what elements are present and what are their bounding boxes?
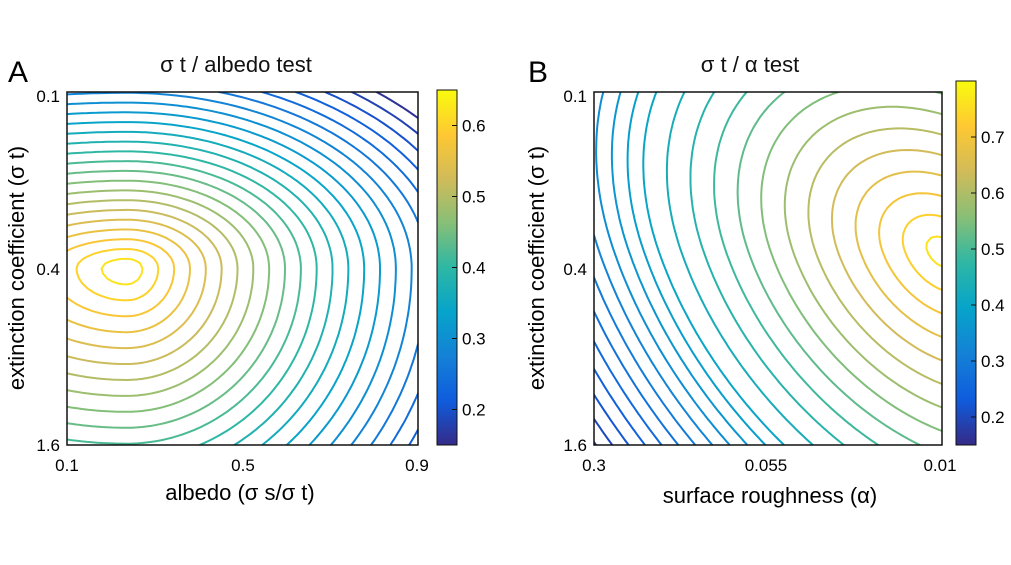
panel-b-plot-frame (593, 91, 943, 446)
panel-a-contour-line (75, 248, 160, 302)
panel-a-ylabel: extinction coefficient (σ t) (4, 146, 29, 390)
panel-a-xtick-2: 0.5 (231, 456, 255, 475)
panel-b-contour-line (831, 149, 942, 362)
panel-b-ylabel: extinction coefficient (σ t) (524, 146, 549, 390)
panel-a-contour-line (67, 150, 318, 445)
panel-b-contour-line (595, 92, 731, 445)
panel-a-ytick-2: 0.4 (36, 260, 60, 279)
panel-a-ytick-3: 1.6 (36, 436, 60, 455)
panel-b-ytick-3: 1.6 (563, 436, 587, 455)
panel-b-contour-line (594, 417, 614, 445)
panel-a-contour-line (67, 92, 413, 445)
panel-a-colorbar-tick-label: 0.4 (462, 259, 486, 278)
panel-b-title: σ t / α test (701, 52, 799, 77)
panel-a-colorbar-tick-label: 0.3 (462, 330, 486, 349)
panel-b-contour-line (854, 170, 942, 338)
panel-b-colorbar-tick-label: 0.5 (981, 240, 1005, 259)
panel-b-contour-line (760, 92, 942, 432)
panel-a-label: A (8, 56, 28, 89)
panel-a-contour-line (67, 218, 207, 350)
panel-a-contour-line (67, 208, 223, 365)
panel-b-colorbar-tick-label: 0.7 (981, 128, 1005, 147)
panel-a-colorbar-tick-label: 0.2 (462, 401, 486, 420)
panel-a-contours (67, 92, 418, 445)
panel-b-contour-line (594, 340, 663, 445)
panel-b-contour-line (878, 192, 942, 315)
panel-b-contour-line (807, 127, 942, 385)
panel-b-ytick-1: 0.1 (563, 87, 587, 106)
panel-b-contour-line (610, 92, 749, 445)
panel-a-contour-line (324, 92, 418, 152)
panel-b-xlabel: surface roughness (α) (663, 483, 877, 508)
panel-a-contour-line (375, 92, 418, 120)
panel-a-contour-line (67, 140, 334, 445)
panel-b-contour-line (642, 92, 785, 445)
panel-a-colorbar-tick-label: 0.6 (462, 117, 486, 136)
panel-a-xtick-3: 0.9 (405, 456, 429, 475)
panel-b-contour-line (783, 105, 942, 409)
panel-b-colorbar-tick-label: 0.6 (981, 184, 1005, 203)
panel-b-contour-line (901, 213, 942, 291)
panel-a-contour-line (67, 199, 239, 381)
panel-b-contour-line (626, 92, 767, 445)
panel-a-contour-line (67, 101, 397, 445)
panel-b: B σ t / α test 0.1 0.4 1.6 0.3 0.055 0.0… (524, 52, 1005, 508)
panel-a-colorbar-tick-label: 0.5 (462, 188, 486, 207)
panel-b-contour-line (689, 92, 845, 445)
panel-a-title: σ t / albedo test (160, 52, 312, 77)
panel-b-contour-line (713, 92, 880, 445)
panel-a-contour-line (67, 121, 366, 445)
panel-a-contour-line (67, 169, 286, 429)
panel-b-xtick-1: 0.3 (582, 456, 606, 475)
panel-a-contour-line (67, 111, 381, 445)
panel-b-contour-line (925, 235, 942, 268)
panel-b-contours (594, 92, 942, 445)
panel-b-contour-line (665, 92, 814, 445)
panel-a-colorbar-ticks: 0.2 0.3 0.4 0.5 0.6 (452, 117, 486, 420)
panel-a-contour-line (294, 92, 418, 445)
panel-a-contour-line (67, 238, 176, 318)
panel-a-xlabel: albedo (σ s/σ t) (165, 480, 314, 505)
panel-b-colorbar-tick-label: 0.3 (981, 352, 1005, 371)
panel-a-ytick-1: 0.1 (36, 87, 60, 106)
panel-b-colorbar (955, 80, 977, 446)
panel-b-colorbar-ticks: 0.2 0.3 0.4 0.5 0.6 0.7 (971, 128, 1005, 427)
panel-b-contour-line (594, 393, 630, 445)
panel-b-label: B (528, 56, 548, 89)
panel-a-contour-line (67, 179, 271, 413)
panel-b-xtick-2: 0.055 (745, 456, 788, 475)
panel-b-xtick-3: 0.01 (923, 456, 956, 475)
panel-b-colorbar-tick-label: 0.4 (981, 296, 1005, 315)
panel-b-colorbar-tick-label: 0.2 (981, 408, 1005, 427)
panel-b-contour-line (736, 92, 921, 445)
panel-a-contour-line (100, 257, 144, 286)
panel-a-plot-frame (66, 91, 419, 446)
panel-a: A σ t / albedo test 0.1 0.4 1.6 0.1 0.5 … (4, 52, 486, 505)
panel-a-contour-line (67, 228, 191, 334)
panel-a-contour-line (67, 160, 302, 445)
panel-a-contour-line (350, 92, 418, 135)
panel-a-xtick-1: 0.1 (55, 456, 79, 475)
panel-b-ytick-2: 0.4 (563, 260, 587, 279)
panel-a-contour-line (67, 130, 350, 445)
panel-a-contour-line (67, 189, 255, 397)
